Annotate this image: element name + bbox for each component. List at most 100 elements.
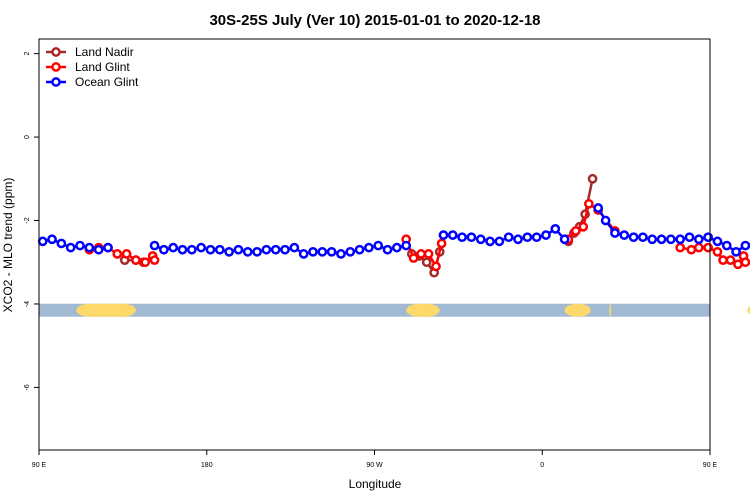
data-point-1-3-5 — [718, 255, 728, 265]
data-point-1-3-9 — [740, 257, 750, 268]
data-point-2-3-15 — [731, 246, 741, 257]
data-point-2-3-1 — [600, 215, 611, 226]
data-point-2-1-20 — [336, 249, 346, 259]
data-point-0-2-4 — [587, 173, 598, 184]
land-band-2 — [564, 303, 591, 317]
data-point-2-1-13 — [270, 244, 281, 255]
data-point-1-3-7 — [733, 259, 743, 270]
data-point-2-3-3 — [619, 230, 630, 240]
data-point-2-1-23 — [364, 242, 374, 253]
data-point-2-1-2 — [168, 242, 179, 253]
data-point-2-3-9 — [675, 234, 686, 245]
data-point-2-2-0 — [438, 230, 449, 240]
data-point-1-3-1 — [686, 244, 697, 255]
data-point-2-0-5 — [84, 242, 95, 253]
land-band-0 — [76, 303, 136, 317]
data-point-2-1-10 — [242, 246, 253, 257]
data-point-2-1-8 — [224, 246, 234, 257]
land-band-1 — [406, 303, 440, 317]
data-point-2-1-3 — [177, 244, 188, 255]
data-point-1-1-1 — [408, 253, 419, 263]
data-point-2-0-3 — [65, 242, 76, 253]
legend-label-0: Land Nadir — [75, 45, 134, 59]
data-point-2-3-8 — [666, 234, 676, 245]
data-point-2-1-19 — [326, 246, 337, 257]
data-point-2-0-0 — [37, 236, 48, 247]
data-point-2-2-7 — [503, 232, 514, 243]
data-point-1-1-3 — [423, 249, 434, 259]
data-point-1-0-5 — [131, 255, 141, 265]
series-2 — [37, 203, 750, 259]
data-point-2-1-14 — [280, 244, 290, 255]
legend-label-2: Ocean Glint — [75, 75, 139, 89]
data-point-2-1-12 — [261, 244, 272, 255]
data-point-1-3-0 — [675, 242, 686, 253]
data-point-2-2-1 — [447, 230, 458, 240]
data-point-2-1-22 — [354, 244, 365, 255]
data-point-2-3-11 — [693, 234, 704, 245]
data-point-2-3-0 — [593, 203, 604, 213]
data-point-1-3-4 — [712, 246, 723, 257]
data-point-2-0-4 — [75, 240, 85, 251]
y-axis: 2 0 -2 -4 -6 — [24, 52, 39, 391]
data-point-0-1-2 — [421, 257, 432, 268]
y-tick-label-2: -2 — [24, 217, 31, 223]
y-tick-label-0: 2 — [24, 52, 31, 56]
data-point-2-3-5 — [638, 232, 648, 243]
data-point-1-1-2 — [416, 249, 426, 259]
data-point-2-3-6 — [647, 234, 658, 245]
data-point-2-2-3 — [466, 232, 477, 243]
data-point-2-3-16 — [740, 240, 750, 251]
data-point-2-1-18 — [317, 246, 328, 257]
data-point-1-3-6 — [725, 255, 736, 265]
data-point-2-2-11 — [541, 230, 551, 240]
y-tick-label-3: -4 — [24, 301, 31, 307]
data-point-2-1-21 — [345, 246, 356, 257]
data-point-1-3-2 — [693, 242, 704, 253]
x-tick-label-1: 180 — [201, 462, 213, 469]
data-point-2-3-7 — [656, 234, 667, 245]
data-point-1-0-6 — [140, 257, 151, 268]
x-tick-label-2: 90 W — [366, 462, 383, 469]
y-tick-label-1: 0 — [24, 135, 31, 139]
series-layer — [37, 173, 750, 278]
data-point-2-1-15 — [289, 242, 300, 253]
chart-title: 30S-25S July (Ver 10) 2015-01-01 to 2020… — [209, 12, 540, 29]
data-point-2-1-1 — [159, 244, 169, 255]
data-point-2-1-24 — [373, 240, 384, 251]
land-band-4 — [747, 306, 750, 315]
legend-marker-2 — [51, 77, 61, 87]
data-point-2-3-2 — [610, 228, 620, 238]
data-point-1-2-2 — [578, 221, 589, 232]
data-point-2-2-4 — [475, 234, 486, 245]
data-point-2-0-7 — [103, 242, 113, 253]
data-point-1-0-4 — [121, 249, 132, 259]
data-point-2-3-13 — [712, 236, 723, 247]
data-point-2-3-4 — [628, 232, 639, 243]
x-tick-label-4: 90 E — [703, 462, 718, 469]
x-tick-label-0: 90 E — [32, 462, 47, 469]
data-point-2-1-27 — [401, 240, 412, 251]
data-point-2-1-11 — [252, 246, 262, 257]
series-1 — [84, 198, 750, 272]
data-point-2-1-0 — [149, 240, 160, 251]
legend-marker-1 — [51, 62, 61, 72]
data-point-2-1-4 — [186, 244, 197, 255]
data-point-2-0-1 — [47, 234, 57, 245]
data-point-2-2-10 — [531, 232, 542, 243]
data-point-2-1-6 — [205, 244, 216, 255]
data-point-1-1-5 — [436, 238, 447, 249]
data-point-2-0-6 — [93, 244, 104, 255]
data-point-1-0-3 — [112, 249, 123, 259]
data-point-2-2-5 — [485, 236, 495, 247]
data-point-2-2-6 — [494, 236, 505, 247]
y-tick-label-4: -6 — [24, 384, 31, 390]
data-point-2-0-2 — [56, 238, 67, 249]
data-point-1-2-3 — [583, 198, 594, 209]
data-point-2-1-16 — [298, 249, 309, 259]
data-point-2-3-14 — [721, 240, 732, 251]
x-tick-label-3: 0 — [540, 462, 544, 469]
data-point-2-2-12 — [550, 224, 561, 234]
